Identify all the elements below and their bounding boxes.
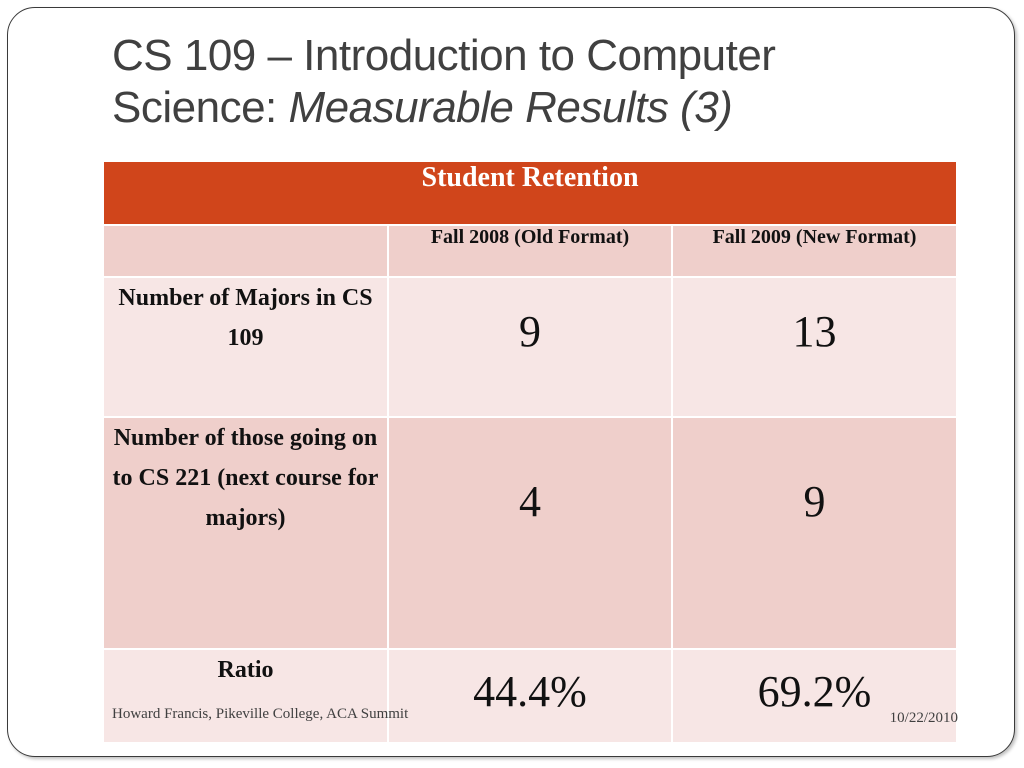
- cell-fall-2008: 44.4%: [387, 648, 673, 744]
- student-retention-table: Student Retention Fall 2008 (Old Format)…: [101, 160, 959, 744]
- title-line-2-italic: Measurable Results (3): [288, 83, 733, 132]
- cell-fall-2008: 4: [387, 416, 673, 650]
- footer-author: Howard Francis, Pikeville College, ACA S…: [112, 706, 409, 722]
- title-line-2: Science: Measurable Results (3): [112, 82, 972, 134]
- footer-date: 10/22/2010: [889, 710, 958, 726]
- table-row: Number of Majors in CS 109 9 13: [102, 276, 959, 418]
- column-header-empty: [102, 224, 389, 278]
- column-header-row: Fall 2008 (Old Format) Fall 2009 (New Fo…: [102, 224, 959, 278]
- title-line-1: CS 109 – Introduction to Computer: [112, 31, 776, 80]
- table-row: Ratio 44.4% 69.2%: [102, 648, 959, 744]
- cell-fall-2009: 13: [670, 276, 959, 418]
- column-header-fall-2009: Fall 2009 (New Format): [670, 224, 959, 278]
- table-header: Student Retention: [101, 160, 959, 226]
- table-row: Number of those going on to CS 221 (next…: [102, 416, 959, 650]
- cell-fall-2009: 69.2%: [670, 648, 959, 744]
- cell-fall-2009: 9: [670, 416, 959, 650]
- column-header-fall-2008: Fall 2008 (Old Format): [387, 224, 673, 278]
- cell-fall-2008: 9: [387, 276, 673, 418]
- title-line-2-plain: Science:: [112, 83, 289, 132]
- table-header-row: Student Retention: [101, 160, 959, 226]
- row-label: Ratio: [102, 648, 389, 744]
- row-label: Number of Majors in CS 109: [102, 276, 389, 418]
- slide-title: CS 109 – Introduction to Computer Scienc…: [112, 30, 972, 134]
- row-label: Number of those going on to CS 221 (next…: [102, 416, 389, 650]
